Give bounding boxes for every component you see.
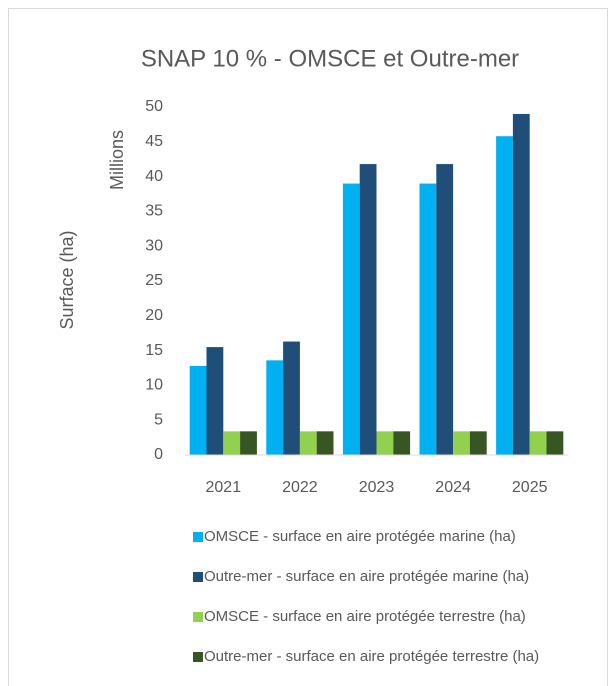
bar (316, 431, 334, 455)
bar (342, 183, 360, 455)
x-tick-label: 2021 (206, 479, 242, 496)
bar (206, 347, 224, 455)
bar (419, 183, 437, 455)
y-tick-label: 0 (154, 446, 163, 463)
x-tick-label: 2022 (282, 479, 318, 496)
bar (529, 431, 547, 455)
y-tick-label: 5 (154, 411, 163, 428)
bar (359, 164, 377, 455)
legend-label: OMSCE - surface en aire protégée terrest… (204, 608, 526, 625)
bar (436, 164, 454, 455)
y-tick-label: 15 (145, 342, 163, 359)
legend-swatch (193, 532, 203, 542)
bar (469, 431, 487, 455)
chart-title: SNAP 10 % - OMSCE et Outre-mer (141, 45, 519, 72)
bar (546, 431, 564, 455)
bar (223, 431, 241, 455)
y-tick-label: 20 (145, 307, 163, 324)
y-tick-label: 25 (145, 272, 163, 289)
bar (512, 113, 530, 456)
bar (299, 431, 317, 455)
bar (266, 360, 284, 455)
bar (376, 431, 394, 455)
legend-swatch (193, 572, 203, 582)
legend-swatch (193, 612, 203, 622)
bar (453, 431, 470, 455)
bar (283, 341, 300, 455)
x-tick-label: 2025 (512, 479, 548, 496)
legend-label: Outre-mer - surface en aire protégée ter… (204, 648, 539, 665)
bar (393, 431, 411, 455)
bar (189, 365, 207, 455)
y-tick-label: 10 (145, 377, 163, 394)
legend-label: Outre-mer - surface en aire protégée mar… (204, 568, 529, 585)
y-axis-unit-label: Millions (107, 130, 127, 190)
bar (496, 136, 513, 455)
x-tick-label: 2024 (435, 479, 471, 496)
y-tick-label: 30 (145, 237, 163, 254)
legend-label: OMSCE - surface en aire protégée marine … (204, 528, 516, 545)
y-tick-label: 45 (145, 133, 163, 150)
legend-swatch (193, 652, 203, 662)
x-tick-label: 2023 (359, 479, 395, 496)
bar (240, 431, 257, 455)
y-tick-label: 35 (145, 203, 163, 220)
y-axis-label: Surface (ha) (57, 230, 77, 329)
y-tick-label: 40 (145, 168, 163, 185)
y-tick-label: 50 (145, 98, 163, 115)
